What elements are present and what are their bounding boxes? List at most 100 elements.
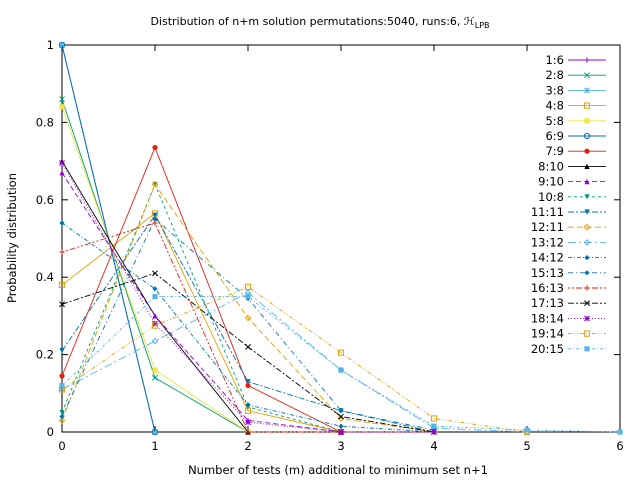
legend-label: 17:13 xyxy=(531,296,564,310)
legend-item: 9:10 xyxy=(538,175,606,189)
series-20-15 xyxy=(59,293,623,435)
legend-label: 6:9 xyxy=(545,129,564,143)
data-point xyxy=(584,255,590,261)
data-point xyxy=(584,179,590,185)
data-point xyxy=(584,315,590,322)
data-point xyxy=(152,144,158,151)
data-point xyxy=(59,301,65,308)
data-point xyxy=(152,270,158,277)
x-tick-label: 3 xyxy=(337,439,344,453)
x-tick-label: 5 xyxy=(523,439,530,453)
legend-item: 17:13 xyxy=(531,296,606,310)
data-point xyxy=(431,429,437,435)
series-line xyxy=(61,222,434,433)
data-point xyxy=(584,87,590,94)
legend-label: 3:8 xyxy=(545,83,564,97)
series-18-14 xyxy=(59,160,437,435)
series-line xyxy=(61,286,528,433)
legend: 1:62:83:8 4:85:86:97:98:10 9:1010:811:1112… xyxy=(531,53,606,356)
y-tick-label: 0 xyxy=(47,425,54,439)
series-19-14 xyxy=(58,283,531,436)
series-layer xyxy=(58,41,623,436)
data-point xyxy=(59,96,65,103)
data-point xyxy=(245,429,251,435)
legend-label: 2:8 xyxy=(545,68,564,82)
data-point xyxy=(584,72,590,79)
x-axis: 0 1 2 3 4 5 6 xyxy=(58,45,624,453)
data-point xyxy=(584,209,590,215)
legend-label: 16:13 xyxy=(531,281,564,295)
data-point xyxy=(338,367,344,373)
legend-item: 7:9 xyxy=(545,144,606,158)
data-point xyxy=(584,163,590,169)
series-line xyxy=(61,172,342,433)
data-point xyxy=(59,220,65,226)
data-point xyxy=(431,423,437,429)
legend-label: 1:6 xyxy=(545,53,564,67)
data-point xyxy=(59,160,65,166)
legend-label: 7:9 xyxy=(545,144,564,158)
data-point xyxy=(152,374,158,381)
y-axis-label: Probability distribution xyxy=(5,173,19,303)
legend-item: 1:6 xyxy=(545,53,606,67)
data-point xyxy=(152,286,158,292)
data-point xyxy=(430,415,438,422)
data-point xyxy=(245,402,251,408)
legend-label: 4:8 xyxy=(545,99,564,113)
series-line xyxy=(61,146,342,433)
legend-label: 12:11 xyxy=(531,220,564,234)
y-axis: 0 0.2 0.4 0.6 0.8 1 xyxy=(36,38,620,439)
legend-item: 11:11 xyxy=(531,205,606,219)
legend-label: 13:12 xyxy=(531,235,564,249)
legend-label: 15:13 xyxy=(531,266,564,280)
data-point xyxy=(245,382,251,389)
legend-item: 6:9 xyxy=(545,129,606,143)
x-tick-label: 1 xyxy=(151,439,158,453)
legend-item: 5:8 xyxy=(545,114,606,128)
series-line xyxy=(61,214,435,433)
y-tick-label: 0.8 xyxy=(36,115,54,129)
data-point xyxy=(59,382,65,389)
data-point xyxy=(58,41,66,49)
data-point xyxy=(151,337,159,345)
data-point xyxy=(584,346,590,352)
legend-item: 16:13 xyxy=(531,281,606,295)
data-point xyxy=(337,349,345,356)
data-point xyxy=(338,423,344,429)
series-line xyxy=(61,183,342,433)
legend-label: 5:8 xyxy=(545,114,564,128)
series-13-12 xyxy=(58,289,531,436)
data-point xyxy=(584,194,590,200)
legend-label: 10:8 xyxy=(538,190,564,204)
legend-item: 10:8 xyxy=(538,190,606,204)
data-point xyxy=(152,367,158,373)
legend-label: 9:10 xyxy=(538,175,564,189)
data-point xyxy=(584,118,590,124)
y-tick-label: 0.4 xyxy=(36,270,54,284)
y-tick-label: 1 xyxy=(47,38,54,52)
legend-item: 4:8 xyxy=(545,99,606,113)
data-point xyxy=(583,132,591,140)
data-point xyxy=(245,343,251,350)
data-point xyxy=(338,413,344,420)
legend-label: 8:10 xyxy=(538,159,564,173)
legend-item: 13:12 xyxy=(531,235,606,249)
legend-item: 20:15 xyxy=(531,342,606,356)
legend-label: 11:11 xyxy=(531,205,564,219)
data-point xyxy=(245,293,251,300)
data-point xyxy=(59,373,65,379)
x-axis-label: Number of tests (m) additional to minimu… xyxy=(188,463,488,477)
data-point xyxy=(617,429,623,435)
series-line xyxy=(61,218,435,431)
data-point xyxy=(59,170,65,176)
legend-label: 19:14 xyxy=(531,327,564,341)
data-point xyxy=(59,348,65,354)
data-point xyxy=(58,281,66,289)
x-tick-label: 4 xyxy=(430,439,437,453)
data-point xyxy=(584,285,590,291)
series-line xyxy=(61,183,435,433)
data-point xyxy=(245,419,251,426)
data-point xyxy=(152,320,158,327)
series-line xyxy=(61,212,342,433)
